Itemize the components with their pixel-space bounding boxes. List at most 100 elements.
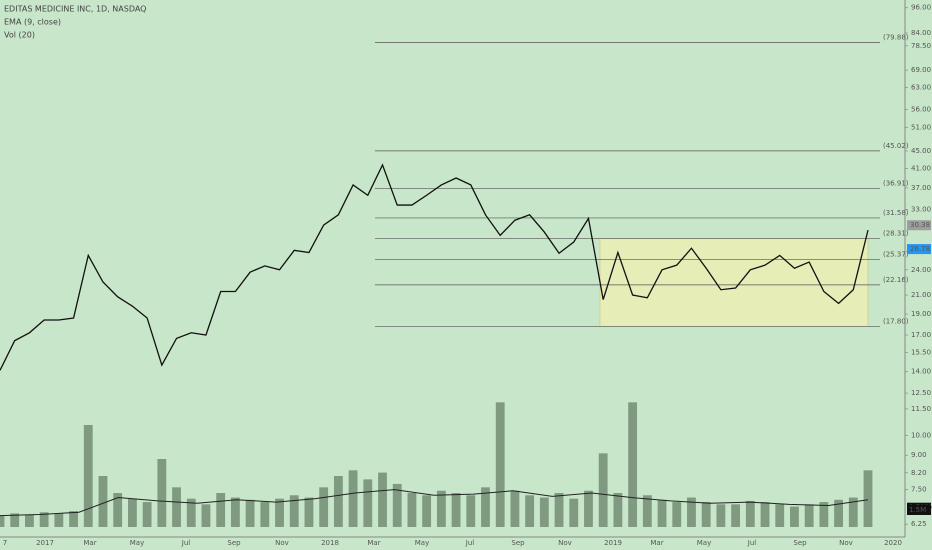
volume-bar (539, 497, 549, 527)
volume-bar (245, 499, 255, 527)
volume-bar (642, 495, 652, 527)
y-tick-label: 9.00 (911, 451, 927, 459)
volume-bar (834, 499, 843, 527)
volume-bar (157, 459, 167, 527)
volume-bar (98, 476, 108, 527)
volume-bar (863, 470, 873, 527)
y-tick-label: 14.00 (911, 368, 931, 376)
y-tick-label: 37.00 (911, 184, 931, 192)
volume-bar (172, 487, 181, 527)
volume-tag-label: 1.5M (909, 506, 926, 514)
volume-bar (289, 495, 299, 527)
volume-bar (319, 487, 329, 527)
x-tick-label: Nov (275, 539, 289, 547)
price-line (0, 163, 869, 371)
indicator-label: EMA (9, close) (4, 18, 61, 27)
y-tick-label: 78.50 (911, 42, 931, 50)
volume-bar (848, 497, 858, 527)
volume-bar (466, 495, 476, 527)
price-tag-label: 30.38 (910, 221, 930, 229)
volume-bar (407, 493, 417, 527)
y-tick-label: 8.20 (911, 469, 927, 477)
volume-bar (760, 502, 770, 527)
x-tick-label: Jul (747, 539, 757, 547)
y-tick-label: 12.50 (911, 389, 931, 397)
x-tick-label: Nov (558, 539, 572, 547)
volume-bar (39, 512, 49, 527)
x-tick-label: Mar (83, 539, 96, 547)
volume-bar (613, 493, 623, 527)
volume-bar (716, 504, 726, 527)
volume-bar (481, 487, 490, 527)
volume-bar (304, 497, 314, 527)
volume-bar (775, 504, 785, 527)
volume-bar (701, 502, 711, 527)
volume-bar (790, 506, 799, 527)
x-tick-label: 2017 (36, 539, 54, 547)
volume-bar (201, 504, 211, 527)
volume-bar (113, 493, 123, 527)
volume-bar (186, 498, 196, 527)
volume-bar (451, 493, 461, 527)
y-tick-label: 56.00 (911, 106, 931, 114)
volume-bar (687, 497, 696, 527)
level-label: (36.91) (883, 179, 909, 187)
x-tick-label: May (697, 539, 711, 547)
volume-bar (275, 498, 284, 527)
y-tick-label: 84.00 (911, 29, 931, 37)
volume-bar (348, 470, 358, 527)
price-tag-label: 26.78 (910, 245, 930, 253)
volume-bar (363, 479, 373, 527)
indicator-label: Vol (20) (4, 31, 35, 40)
y-tick-label: 45.00 (911, 147, 931, 155)
volume-bar (731, 504, 741, 527)
volume-bar (333, 476, 343, 527)
volume-bar (25, 514, 34, 527)
volume-ma-line (0, 489, 869, 517)
volume-bar (745, 500, 755, 527)
x-tick-label: 2020 (884, 539, 902, 547)
y-tick-label: 41.00 (911, 165, 931, 173)
volume-bar (230, 497, 240, 527)
volume-bar (495, 402, 505, 527)
volume-bar (569, 498, 579, 527)
x-tick-label: 7 (3, 539, 7, 547)
volume-bar (392, 483, 402, 527)
y-tick-label: 63.00 (911, 83, 931, 91)
volume-bar (554, 493, 564, 527)
x-tick-label: Mar (650, 539, 663, 547)
x-tick-label: Jul (465, 539, 475, 547)
y-tick-label: 96.00 (911, 4, 931, 12)
y-tick-label: 10.00 (911, 431, 931, 439)
volume-bar (510, 490, 520, 527)
volume-bar (216, 493, 226, 527)
y-tick-label: 19.00 (911, 310, 931, 318)
x-tick-label: May (415, 539, 429, 547)
volume-bar (628, 402, 638, 527)
y-tick-label: 11.50 (911, 405, 931, 413)
volume-bar (69, 511, 78, 527)
x-tick-label: 2019 (604, 539, 622, 547)
y-tick-label: 24.00 (911, 266, 931, 274)
volume-bar (657, 499, 667, 527)
volume-bar (422, 495, 432, 527)
price-tag (907, 244, 931, 255)
price-tag (907, 220, 931, 231)
level-label: (25.37) (883, 250, 909, 258)
volume-bar (598, 453, 608, 527)
volume-bar (525, 495, 535, 527)
y-tick-label: 21.00 (911, 291, 931, 299)
volume-bar (672, 502, 682, 527)
volume-bar (804, 504, 814, 527)
volume-bar (584, 490, 593, 527)
x-tick-label: Jul (181, 539, 191, 547)
y-tick-label: 17.00 (911, 331, 931, 339)
volume-bar (142, 502, 152, 527)
level-label: (17.80) (883, 317, 909, 325)
y-tick-label: 7.50 (911, 486, 927, 494)
range-box (599, 238, 869, 327)
y-tick-label: 51.00 (911, 123, 931, 131)
y-tick-label: 15.50 (911, 348, 931, 356)
volume-bar (378, 472, 387, 527)
